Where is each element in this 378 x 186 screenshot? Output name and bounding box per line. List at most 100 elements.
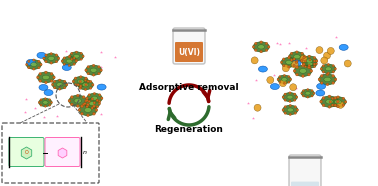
Ellipse shape	[77, 79, 84, 84]
Circle shape	[45, 54, 47, 56]
Circle shape	[296, 51, 298, 53]
Circle shape	[44, 98, 46, 100]
Point	[98, 113, 104, 116]
Circle shape	[84, 102, 86, 105]
Circle shape	[90, 87, 92, 89]
Ellipse shape	[69, 95, 87, 106]
FancyBboxPatch shape	[45, 137, 80, 166]
Ellipse shape	[299, 69, 307, 73]
Ellipse shape	[43, 53, 59, 63]
Circle shape	[307, 89, 309, 91]
Polygon shape	[21, 147, 32, 159]
Ellipse shape	[91, 96, 98, 100]
Circle shape	[284, 112, 287, 114]
Text: Regeneration: Regeneration	[155, 126, 223, 134]
Circle shape	[80, 52, 82, 54]
Circle shape	[301, 92, 303, 94]
Ellipse shape	[31, 62, 37, 67]
Circle shape	[284, 93, 286, 95]
Ellipse shape	[37, 52, 46, 58]
Ellipse shape	[73, 77, 88, 86]
Circle shape	[45, 60, 47, 63]
Ellipse shape	[316, 90, 325, 96]
Ellipse shape	[319, 74, 336, 85]
Circle shape	[302, 63, 305, 65]
Circle shape	[302, 75, 304, 78]
Circle shape	[39, 80, 42, 82]
Circle shape	[63, 63, 65, 65]
Circle shape	[28, 67, 30, 69]
Ellipse shape	[62, 65, 71, 70]
Circle shape	[337, 105, 339, 108]
FancyBboxPatch shape	[9, 137, 44, 166]
Ellipse shape	[48, 56, 54, 60]
Ellipse shape	[73, 54, 79, 58]
Circle shape	[294, 112, 296, 114]
Circle shape	[322, 71, 325, 73]
Ellipse shape	[52, 80, 67, 89]
Circle shape	[76, 105, 79, 107]
Circle shape	[39, 73, 42, 75]
Ellipse shape	[270, 84, 279, 89]
Circle shape	[91, 107, 93, 109]
Circle shape	[307, 66, 310, 69]
Circle shape	[313, 63, 316, 65]
Ellipse shape	[307, 62, 313, 66]
Circle shape	[304, 60, 307, 62]
Circle shape	[326, 73, 329, 76]
Circle shape	[64, 80, 66, 83]
Ellipse shape	[62, 56, 77, 66]
Ellipse shape	[324, 77, 331, 82]
Circle shape	[332, 75, 335, 77]
Circle shape	[316, 46, 323, 54]
Ellipse shape	[292, 60, 301, 66]
Circle shape	[303, 56, 305, 59]
Circle shape	[98, 102, 101, 105]
Circle shape	[320, 68, 322, 70]
Circle shape	[327, 47, 334, 54]
Circle shape	[71, 52, 73, 54]
Circle shape	[260, 41, 262, 43]
Point	[22, 111, 28, 114]
Circle shape	[321, 82, 323, 84]
Circle shape	[50, 80, 53, 82]
Circle shape	[265, 49, 268, 52]
Circle shape	[296, 60, 298, 63]
Point	[287, 41, 293, 44]
Point	[41, 116, 47, 119]
Circle shape	[313, 66, 316, 68]
Circle shape	[293, 70, 296, 72]
Ellipse shape	[339, 44, 348, 50]
Circle shape	[294, 93, 296, 95]
Circle shape	[98, 100, 101, 103]
Point	[54, 115, 60, 118]
Circle shape	[332, 71, 335, 73]
Point	[313, 57, 319, 60]
Circle shape	[301, 59, 304, 61]
Circle shape	[69, 55, 71, 57]
Circle shape	[45, 81, 47, 84]
Circle shape	[72, 80, 74, 83]
Circle shape	[289, 92, 291, 94]
Circle shape	[268, 46, 270, 48]
Circle shape	[296, 109, 299, 111]
Circle shape	[284, 99, 286, 101]
Circle shape	[288, 81, 290, 83]
Circle shape	[91, 98, 93, 100]
Circle shape	[322, 65, 325, 67]
Point	[333, 36, 339, 39]
FancyBboxPatch shape	[289, 155, 321, 186]
Ellipse shape	[294, 65, 312, 76]
Ellipse shape	[90, 68, 97, 72]
Ellipse shape	[26, 59, 35, 65]
Circle shape	[49, 104, 51, 106]
Ellipse shape	[39, 84, 48, 90]
Circle shape	[284, 106, 287, 108]
Circle shape	[308, 55, 310, 57]
Circle shape	[254, 104, 261, 111]
Circle shape	[28, 60, 30, 62]
Ellipse shape	[85, 65, 102, 75]
Circle shape	[294, 99, 296, 101]
Point	[277, 42, 283, 45]
Circle shape	[55, 60, 58, 63]
